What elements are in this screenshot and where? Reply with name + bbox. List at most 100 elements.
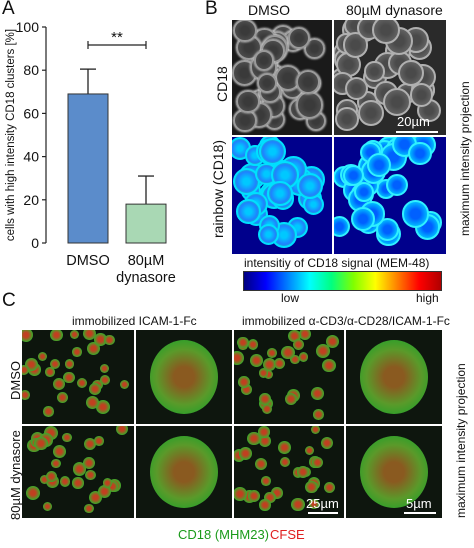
cell-blob <box>233 20 257 43</box>
panel-b-letter: B <box>205 0 218 19</box>
cell-blob <box>239 447 253 461</box>
panel-c-cd3-dmso-zoom <box>346 330 442 424</box>
cell-blob <box>401 199 430 228</box>
cell-blob <box>267 348 277 358</box>
panel-b-dmso-rainbow-image <box>232 137 332 254</box>
cell-blob <box>259 138 287 166</box>
cell-blob <box>107 481 118 493</box>
cell-blob <box>238 376 250 388</box>
cell-blob <box>97 485 112 499</box>
cell-blob <box>259 499 271 511</box>
cell-blob <box>353 181 375 203</box>
cell-blob <box>281 345 295 360</box>
panel-c-side-label: maximum intensity projection <box>454 363 468 518</box>
cell-blob <box>271 487 283 499</box>
cell-blob <box>59 476 71 487</box>
panel-c-row-dmso: DMSO <box>8 361 23 400</box>
y-tick-label: 80 <box>23 62 39 78</box>
cell-blob <box>45 367 55 377</box>
cell-blob <box>287 27 310 50</box>
cell-blob <box>311 386 325 400</box>
cell-blob <box>298 351 309 362</box>
cell-blob <box>357 100 384 126</box>
cell-blob <box>248 489 261 502</box>
panel-c-icam-dynasore-zoom <box>136 426 232 518</box>
bar-dynasore <box>125 203 167 244</box>
x-tick-label: 80µM <box>128 253 165 269</box>
cell-blob <box>311 426 321 435</box>
cell-blob <box>408 141 432 166</box>
cell-blob <box>372 20 400 44</box>
cell-blob <box>309 499 319 509</box>
cell-blob <box>292 338 305 351</box>
cell-blob <box>259 434 271 447</box>
cell-blob <box>82 330 96 340</box>
cell-blob <box>234 351 244 365</box>
panel-b-dmso-cd18-image <box>232 20 332 135</box>
cell-blob <box>50 458 61 469</box>
cell-blob <box>334 215 351 237</box>
cell-blob <box>72 477 84 489</box>
cell-blob <box>257 73 278 94</box>
cell-blob <box>305 480 318 494</box>
panel-c-icam-dynasore-overview <box>22 426 134 518</box>
cell-blob <box>236 199 261 224</box>
cell-blob <box>85 395 100 410</box>
cell-blob <box>263 491 276 504</box>
cell-blob <box>42 501 52 511</box>
cell-blob <box>57 392 69 404</box>
cell-blob <box>255 457 268 471</box>
cell-blob <box>65 359 75 369</box>
cell-blob <box>296 466 309 478</box>
cell-blob <box>260 475 271 486</box>
cell-blob <box>34 436 49 451</box>
cell-blob <box>46 470 58 482</box>
cell-blob <box>38 352 48 362</box>
cell-blob <box>259 393 272 405</box>
cell-blob <box>335 107 359 131</box>
panel-b-col-dmso: DMSO <box>248 2 290 18</box>
y-tick-label: 100 <box>16 19 40 35</box>
cell-blob <box>241 384 252 395</box>
cell-blob <box>266 180 293 207</box>
y-tick-label: 60 <box>23 105 39 121</box>
zoomed-cell <box>150 340 218 414</box>
cell-blob <box>120 380 130 390</box>
cell-blob <box>323 481 335 494</box>
cell-blob <box>247 339 258 350</box>
significance-stars: ** <box>111 29 123 46</box>
panel-b-colorbar-high: high <box>416 291 439 305</box>
panel-b-col-dynasore: 80µM dynasore <box>346 2 443 18</box>
cell-blob <box>278 441 291 455</box>
y-tick-label: 0 <box>31 235 39 251</box>
cell-blob <box>49 359 60 370</box>
cell-blob <box>290 354 300 365</box>
cell-blob <box>284 392 298 406</box>
cell-blob <box>63 371 75 384</box>
cell-blob <box>22 364 30 375</box>
cell-blob <box>62 432 72 443</box>
panel-b-dynasore-cd18-image <box>334 20 446 135</box>
cell-blob <box>100 375 111 386</box>
panel-c-cd3-dmso-overview <box>234 330 344 424</box>
panel-b-scalebar-label: 20µm <box>397 114 430 129</box>
cell-blob <box>84 503 94 514</box>
cell-blob <box>291 497 305 512</box>
cell-blob <box>382 88 411 117</box>
bar-dmso <box>67 93 109 244</box>
cell-blob <box>72 462 87 476</box>
cell-blob <box>315 344 330 359</box>
cell-blob <box>351 207 375 231</box>
panel-c-scalebar-zoom-label: 5µm <box>406 496 432 511</box>
cell-blob <box>263 369 274 380</box>
cell-blob <box>299 330 312 340</box>
cell-blob <box>279 456 290 467</box>
cell-blob <box>86 342 100 356</box>
panel-b-row-rainbow: rainbow (CD18) <box>210 139 226 238</box>
cell-blob <box>274 357 286 370</box>
cell-blob <box>262 404 273 415</box>
cell-blob <box>304 445 315 456</box>
cell-blob <box>85 469 97 481</box>
cell-blob <box>52 378 65 391</box>
zoomed-cell <box>360 436 428 508</box>
